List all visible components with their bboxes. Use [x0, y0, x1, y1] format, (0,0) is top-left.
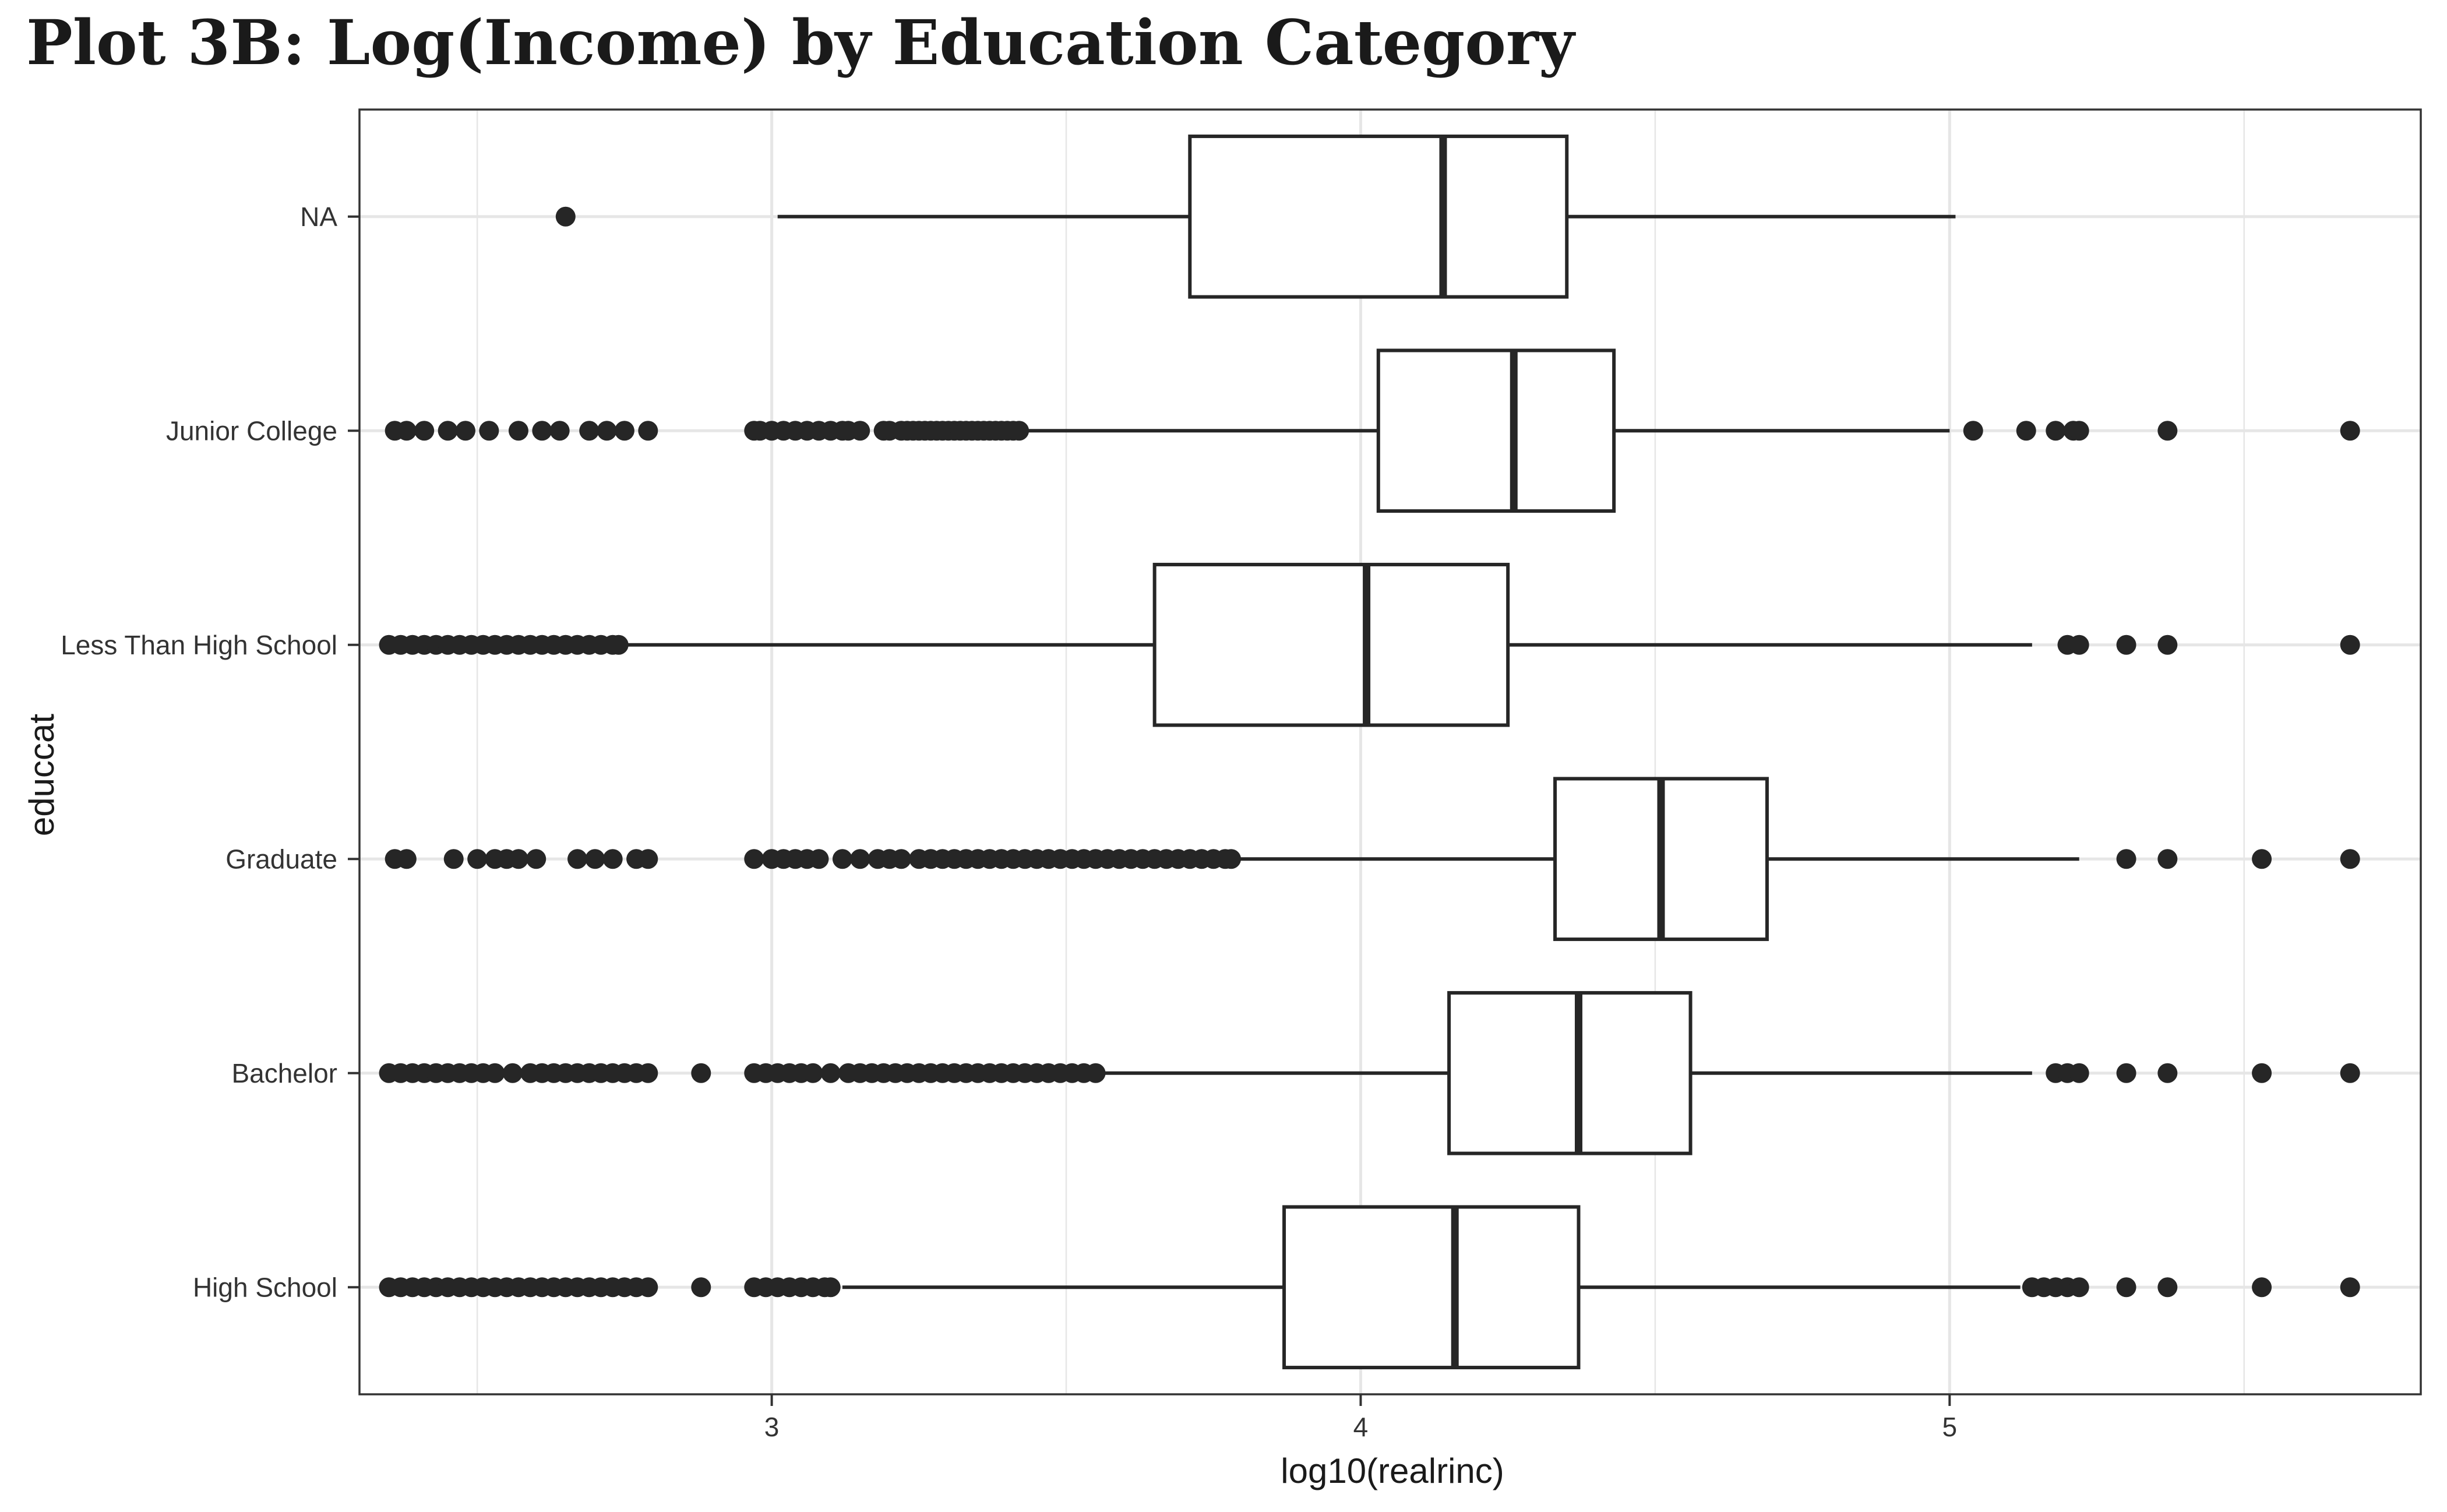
- outlier-point: [820, 1277, 841, 1298]
- outlier-point: [1009, 421, 1029, 441]
- outlier-point: [2252, 849, 2272, 869]
- x-tick-label: 3: [764, 1412, 780, 1442]
- outlier-point: [597, 421, 617, 441]
- outlier-point: [508, 849, 528, 869]
- outlier-point: [555, 206, 576, 227]
- outlier-point: [2016, 421, 2036, 441]
- outlier-point: [2069, 1063, 2089, 1083]
- outlier-point: [2069, 421, 2089, 441]
- box-iqr: [1152, 562, 1510, 727]
- outlier-point: [508, 421, 528, 441]
- plot-panel: [359, 110, 2421, 1394]
- outlier-point: [2116, 849, 2136, 869]
- outlier-point: [2069, 1277, 2089, 1298]
- outlier-point: [850, 421, 870, 441]
- outlier-point: [2252, 1063, 2272, 1083]
- y-tick-label: Bachelor: [231, 1058, 337, 1088]
- outlier-point: [2157, 1277, 2178, 1298]
- outlier-point: [438, 421, 458, 441]
- x-axis-title: log10(realrinc): [1281, 1451, 1504, 1490]
- outlier-point: [2157, 421, 2178, 441]
- outlier-point: [638, 1277, 658, 1298]
- outlier-point: [526, 849, 546, 869]
- outlier-point: [744, 849, 764, 869]
- outlier-point: [2157, 1063, 2178, 1083]
- outlier-point: [2069, 635, 2089, 655]
- outlier-point: [414, 421, 435, 441]
- outlier-point: [396, 849, 417, 869]
- y-axis: NA Junior College Less Than High School Gra…: [61, 202, 359, 1302]
- x-tick-label: 5: [1942, 1412, 1958, 1442]
- box-iqr: [1447, 991, 1693, 1155]
- outlier-point: [579, 421, 600, 441]
- x-axis: 3 4 5: [764, 1394, 1957, 1442]
- outlier-point: [2252, 1277, 2272, 1298]
- outlier-point: [638, 1063, 658, 1083]
- box-iqr: [1282, 1205, 1581, 1370]
- outlier-point: [2046, 421, 2066, 441]
- outlier-point: [1221, 849, 1242, 869]
- outlier-point: [1963, 421, 1983, 441]
- outlier-point: [396, 421, 417, 441]
- outlier-point: [2340, 849, 2360, 869]
- outlier-point: [2116, 1063, 2136, 1083]
- outlier-point: [820, 1063, 841, 1083]
- outlier-point: [532, 421, 552, 441]
- y-tick-label: Junior College: [166, 415, 337, 446]
- outlier-point: [850, 849, 870, 869]
- boxes: [1152, 134, 1769, 1370]
- outlier-point: [2157, 635, 2178, 655]
- y-tick-label: Less Than High School: [61, 630, 337, 660]
- outlier-point: [614, 421, 634, 441]
- box-iqr: [1188, 134, 1569, 299]
- outlier-point: [1085, 1063, 1106, 1083]
- outlier-point: [691, 1063, 711, 1083]
- outlier-point: [479, 421, 499, 441]
- outlier-point: [455, 421, 475, 441]
- y-tick-label: NA: [300, 202, 337, 232]
- outlier-point: [485, 1063, 505, 1083]
- outlier-point: [803, 1063, 823, 1083]
- outlier-point: [2340, 1277, 2360, 1298]
- outlier-point: [2116, 635, 2136, 655]
- outlier-point: [638, 849, 658, 869]
- outlier-point: [549, 421, 570, 441]
- outlier-point: [585, 849, 605, 869]
- outlier-point: [443, 849, 464, 869]
- outlier-point: [2340, 1063, 2360, 1083]
- outlier-point: [2116, 1277, 2136, 1298]
- x-tick-label: 4: [1353, 1412, 1369, 1442]
- outlier-point: [638, 421, 658, 441]
- outlier-point: [602, 849, 623, 869]
- plot-panel-border: [358, 108, 2422, 1395]
- outlier-point: [891, 849, 911, 869]
- outliers: [379, 206, 2360, 1298]
- box-iqr: [1376, 348, 1616, 513]
- outlier-point: [832, 849, 852, 869]
- outlier-point: [567, 849, 588, 869]
- y-tick-label: High School: [193, 1272, 337, 1302]
- outlier-point: [691, 1277, 711, 1298]
- outlier-point: [608, 635, 629, 655]
- outlier-point: [2340, 421, 2360, 441]
- chart-title: Plot 3B: Log(Income) by Education Catego…: [26, 6, 1577, 79]
- y-tick-label: Graduate: [225, 844, 337, 874]
- whiskers: [624, 214, 2079, 1289]
- outlier-point: [502, 1063, 523, 1083]
- outlier-point: [467, 849, 488, 869]
- outlier-point: [809, 849, 829, 869]
- outlier-point: [2340, 635, 2360, 655]
- y-axis-title: educcat: [22, 714, 61, 836]
- outlier-point: [2157, 849, 2178, 869]
